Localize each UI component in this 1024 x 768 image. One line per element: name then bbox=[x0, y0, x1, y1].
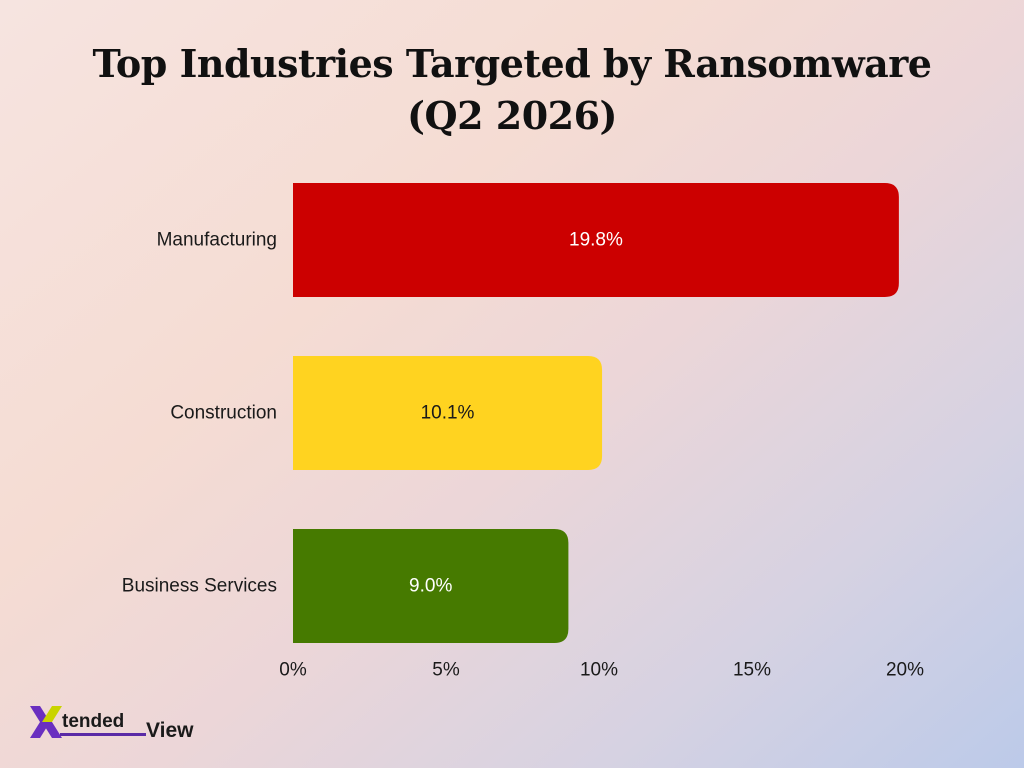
bar-2 bbox=[293, 529, 569, 643]
x-tick-label-0: 0% bbox=[279, 660, 307, 681]
x-tick-label-3: 15% bbox=[733, 660, 771, 681]
logo-underline bbox=[60, 733, 146, 736]
category-label-1: Construction bbox=[170, 403, 277, 424]
data-label-1: 10.1% bbox=[421, 403, 475, 424]
category-label-0: Manufacturing bbox=[157, 230, 277, 251]
x-tick-label-1: 5% bbox=[432, 660, 460, 681]
bar-1 bbox=[293, 356, 603, 470]
chart-title: Top Industries Targeted by Ransomware (Q… bbox=[0, 38, 1024, 142]
bar-0 bbox=[293, 183, 899, 297]
logo-text-view: View bbox=[146, 719, 194, 742]
x-logo-icon bbox=[30, 706, 62, 738]
chart-title-line-2: (Q2 2026) bbox=[407, 93, 618, 138]
category-label-2: Business Services bbox=[122, 576, 277, 597]
logo-text-tended: tended bbox=[62, 711, 125, 732]
brand-logo: tended View bbox=[28, 702, 218, 746]
x-tick-label-4: 20% bbox=[886, 660, 924, 681]
data-label-2: 9.0% bbox=[409, 576, 452, 597]
data-label-0: 19.8% bbox=[569, 230, 623, 251]
chart-title-line-1: Top Industries Targeted by Ransomware bbox=[92, 41, 933, 86]
x-tick-label-2: 10% bbox=[580, 660, 618, 681]
